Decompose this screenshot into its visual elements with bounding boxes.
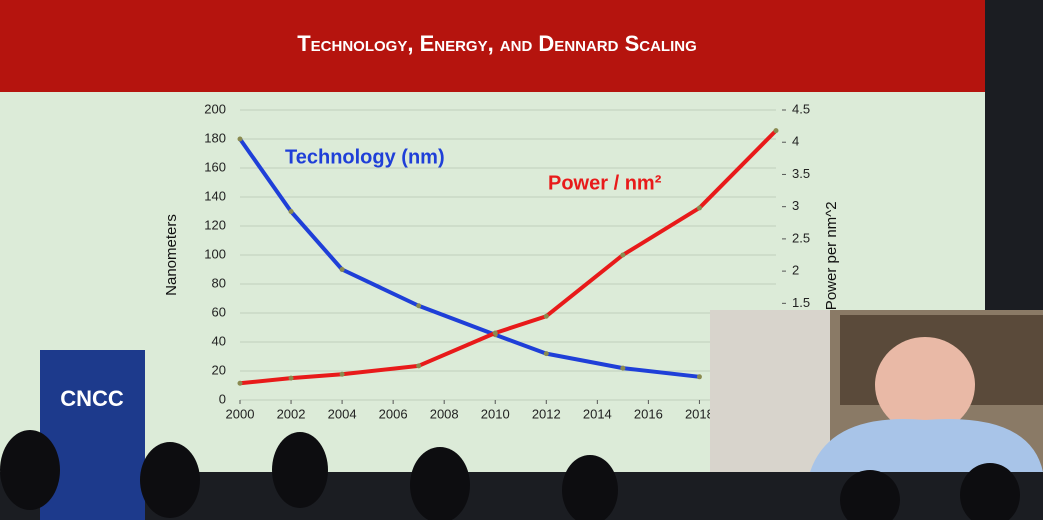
y2-tick-label: 3.5 xyxy=(792,166,810,181)
audience-head xyxy=(410,447,470,520)
slide-header xyxy=(0,0,985,92)
data-point xyxy=(237,136,243,142)
data-point xyxy=(543,351,549,357)
chart: 02040608010012014016018020000.511.522.53… xyxy=(163,101,840,421)
webcam xyxy=(710,310,1043,472)
y2-tick-label: 2.5 xyxy=(792,230,810,245)
data-point xyxy=(288,375,294,381)
y-tick-label: 80 xyxy=(212,275,226,290)
data-point xyxy=(416,363,422,369)
x-tick-label: 2004 xyxy=(328,406,357,421)
x-tick-label: 2006 xyxy=(379,406,408,421)
audience xyxy=(0,430,1020,520)
data-point xyxy=(620,252,626,258)
y2-tick-label: 1.5 xyxy=(792,295,810,310)
y-tick-label: 160 xyxy=(204,159,226,174)
series-line xyxy=(238,137,700,379)
series-label: Technology (nm) xyxy=(285,146,445,168)
data-point xyxy=(339,371,345,377)
x-tick-label: 2010 xyxy=(481,406,510,421)
x-tick-label: 2000 xyxy=(226,406,255,421)
podium: CNCC xyxy=(40,350,145,520)
y-axis-label: Nanometers xyxy=(163,214,180,296)
audience-head xyxy=(562,455,618,520)
audience-head xyxy=(960,463,1020,520)
data-point xyxy=(492,330,498,336)
y-tick-label: 40 xyxy=(212,333,226,348)
data-point xyxy=(339,267,345,272)
y2-tick-label: 4.5 xyxy=(792,101,810,116)
x-tick-label: 2016 xyxy=(634,406,663,421)
chart-title: Technology, Energy, and Dennard Scaling xyxy=(297,31,697,56)
data-point xyxy=(696,374,702,380)
y2-tick-label: 4 xyxy=(792,134,799,149)
data-point xyxy=(773,128,779,134)
y-tick-label: 180 xyxy=(204,130,226,145)
y-tick-label: 200 xyxy=(204,101,226,116)
data-point xyxy=(543,313,549,319)
x-tick-label: 2008 xyxy=(430,406,459,421)
podium-logo: CNCC xyxy=(60,386,124,411)
data-point xyxy=(416,303,422,309)
wall xyxy=(710,310,830,472)
y2-tick-label: 3 xyxy=(792,198,799,213)
y-tick-label: 140 xyxy=(204,188,226,203)
x-tick-label: 2002 xyxy=(277,406,306,421)
y-tick-label: 0 xyxy=(219,391,226,406)
podium-body xyxy=(40,350,145,520)
data-point xyxy=(620,365,626,371)
data-point xyxy=(288,209,294,214)
x-tick-label: 2014 xyxy=(583,406,612,421)
audience-head xyxy=(272,432,328,508)
y-tick-label: 60 xyxy=(212,304,226,319)
audience-head xyxy=(0,430,60,510)
y-tick-label: 100 xyxy=(204,246,226,261)
series-label: Power / nm² xyxy=(548,172,662,194)
speaker-shirt xyxy=(810,419,1043,472)
audience-head xyxy=(840,470,900,520)
data-point xyxy=(696,205,702,211)
x-tick-label: 2018 xyxy=(685,406,714,421)
y-tick-label: 20 xyxy=(212,362,226,377)
y-tick-label: 120 xyxy=(204,217,226,232)
audience-head xyxy=(140,442,200,518)
x-tick-label: 2012 xyxy=(532,406,561,421)
data-point xyxy=(237,380,243,386)
speaker-head xyxy=(875,337,975,433)
y2-tick-label: 2 xyxy=(792,263,799,278)
